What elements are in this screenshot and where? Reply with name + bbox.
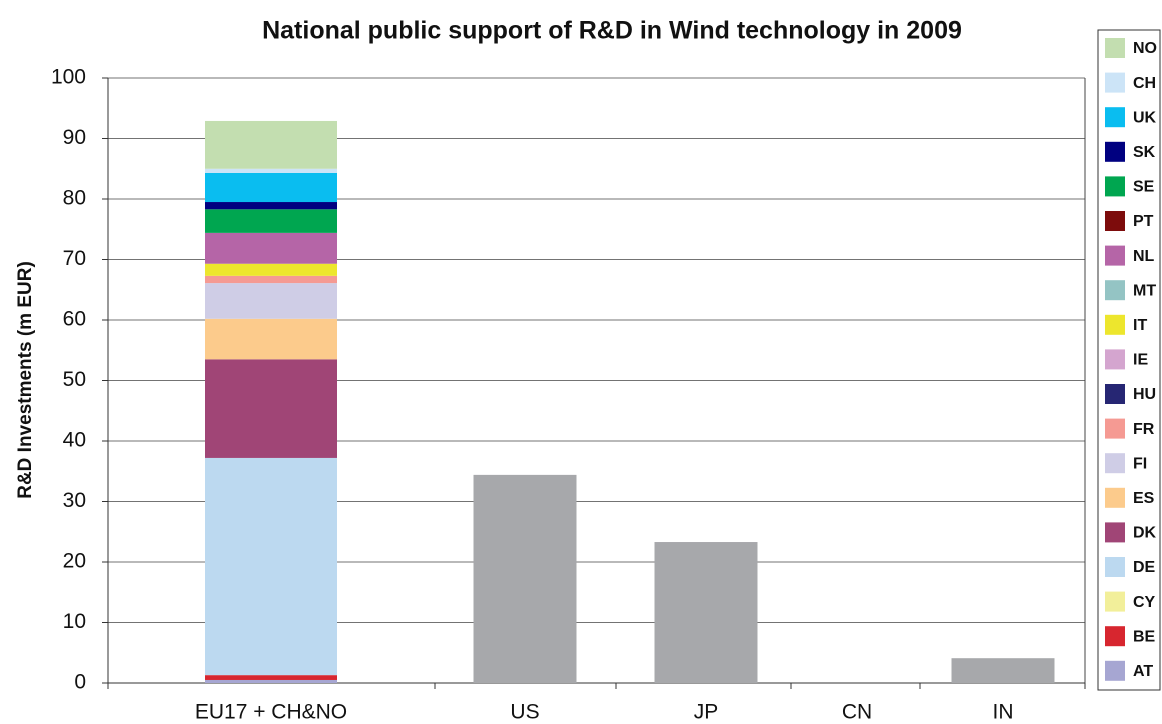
legend-label: SK	[1133, 144, 1156, 161]
legend-swatch	[1105, 211, 1125, 231]
chart-title: National public support of R&D in Wind t…	[262, 17, 962, 45]
y-tick-label: 30	[63, 489, 86, 512]
legend-label: CY	[1133, 594, 1156, 611]
legend-label: PT	[1133, 213, 1154, 230]
legend-swatch	[1105, 349, 1125, 370]
y-tick-label: 100	[51, 66, 86, 89]
x-tick-label: IN	[993, 701, 1014, 724]
legend-swatch	[1105, 418, 1125, 439]
x-tick-label: EU17 + CH&NO	[195, 701, 347, 724]
y-tick-label: 0	[74, 671, 86, 694]
bar-segment	[205, 275, 337, 284]
legend-label: SE	[1133, 179, 1155, 196]
bar-segment	[205, 679, 337, 683]
bar-segment	[205, 202, 337, 210]
legend-swatch	[1105, 453, 1125, 474]
y-tick-label: 80	[63, 187, 86, 210]
x-tick-label: CN	[842, 701, 872, 724]
legend-label: UK	[1133, 109, 1157, 126]
legend-label: FR	[1133, 421, 1155, 438]
legend-label: DE	[1133, 559, 1156, 576]
bar-segment	[205, 457, 337, 676]
legend-swatch	[1105, 314, 1125, 335]
bar-segment	[205, 209, 337, 233]
legend-label: BE	[1133, 628, 1156, 645]
legend-label: HU	[1133, 386, 1156, 403]
bar-segment	[205, 283, 337, 319]
bar-segment	[205, 318, 337, 360]
legend-swatch	[1105, 591, 1125, 612]
y-tick-label: 60	[63, 308, 86, 331]
legend-label: ES	[1133, 490, 1155, 507]
y-tick-label: 40	[63, 429, 86, 452]
y-tick-label: 90	[63, 126, 86, 149]
legend-swatch	[1105, 141, 1125, 162]
legend-swatch	[1105, 487, 1125, 508]
legend-label: NL	[1133, 248, 1155, 265]
bar-segment	[205, 675, 337, 680]
legend-swatch	[1105, 557, 1125, 577]
legend-swatch	[1105, 107, 1125, 128]
bar-segment	[205, 232, 337, 264]
legend-swatch	[1105, 176, 1125, 197]
legend-label: FI	[1133, 455, 1147, 472]
legend-swatch	[1105, 522, 1125, 543]
bar-segment	[473, 474, 577, 683]
legend-label: MT	[1133, 282, 1156, 299]
bar-segment	[205, 168, 337, 173]
legend-swatch	[1105, 280, 1125, 301]
legend-swatch	[1105, 38, 1125, 58]
legend-label: DK	[1133, 525, 1157, 542]
y-tick-label: 20	[63, 550, 86, 573]
legend-swatch	[1105, 245, 1125, 266]
y-tick-label: 70	[63, 247, 86, 270]
y-tick-label: 50	[63, 368, 86, 391]
legend-label: IE	[1133, 352, 1148, 369]
legend-swatch	[1105, 72, 1125, 93]
legend-label: IT	[1133, 317, 1147, 334]
x-tick-label: JP	[694, 701, 719, 724]
bar-segment	[205, 359, 337, 458]
legend-label: NO	[1133, 40, 1157, 57]
legend-label: AT	[1133, 663, 1153, 680]
bar-segment	[951, 658, 1055, 683]
bar-segment	[205, 263, 337, 276]
legend-label: CH	[1133, 75, 1156, 92]
bar-segment	[205, 120, 337, 169]
y-axis-label: R&D Investments (m EUR)	[15, 261, 36, 499]
y-tick-label: 10	[63, 610, 86, 633]
legend-swatch	[1105, 626, 1125, 647]
legend-swatch	[1105, 384, 1125, 404]
x-tick-label: US	[510, 701, 539, 724]
legend-swatch	[1105, 660, 1125, 681]
bar-segment	[205, 172, 337, 203]
legend-box	[1097, 29, 1161, 691]
bar-segment	[654, 542, 758, 683]
